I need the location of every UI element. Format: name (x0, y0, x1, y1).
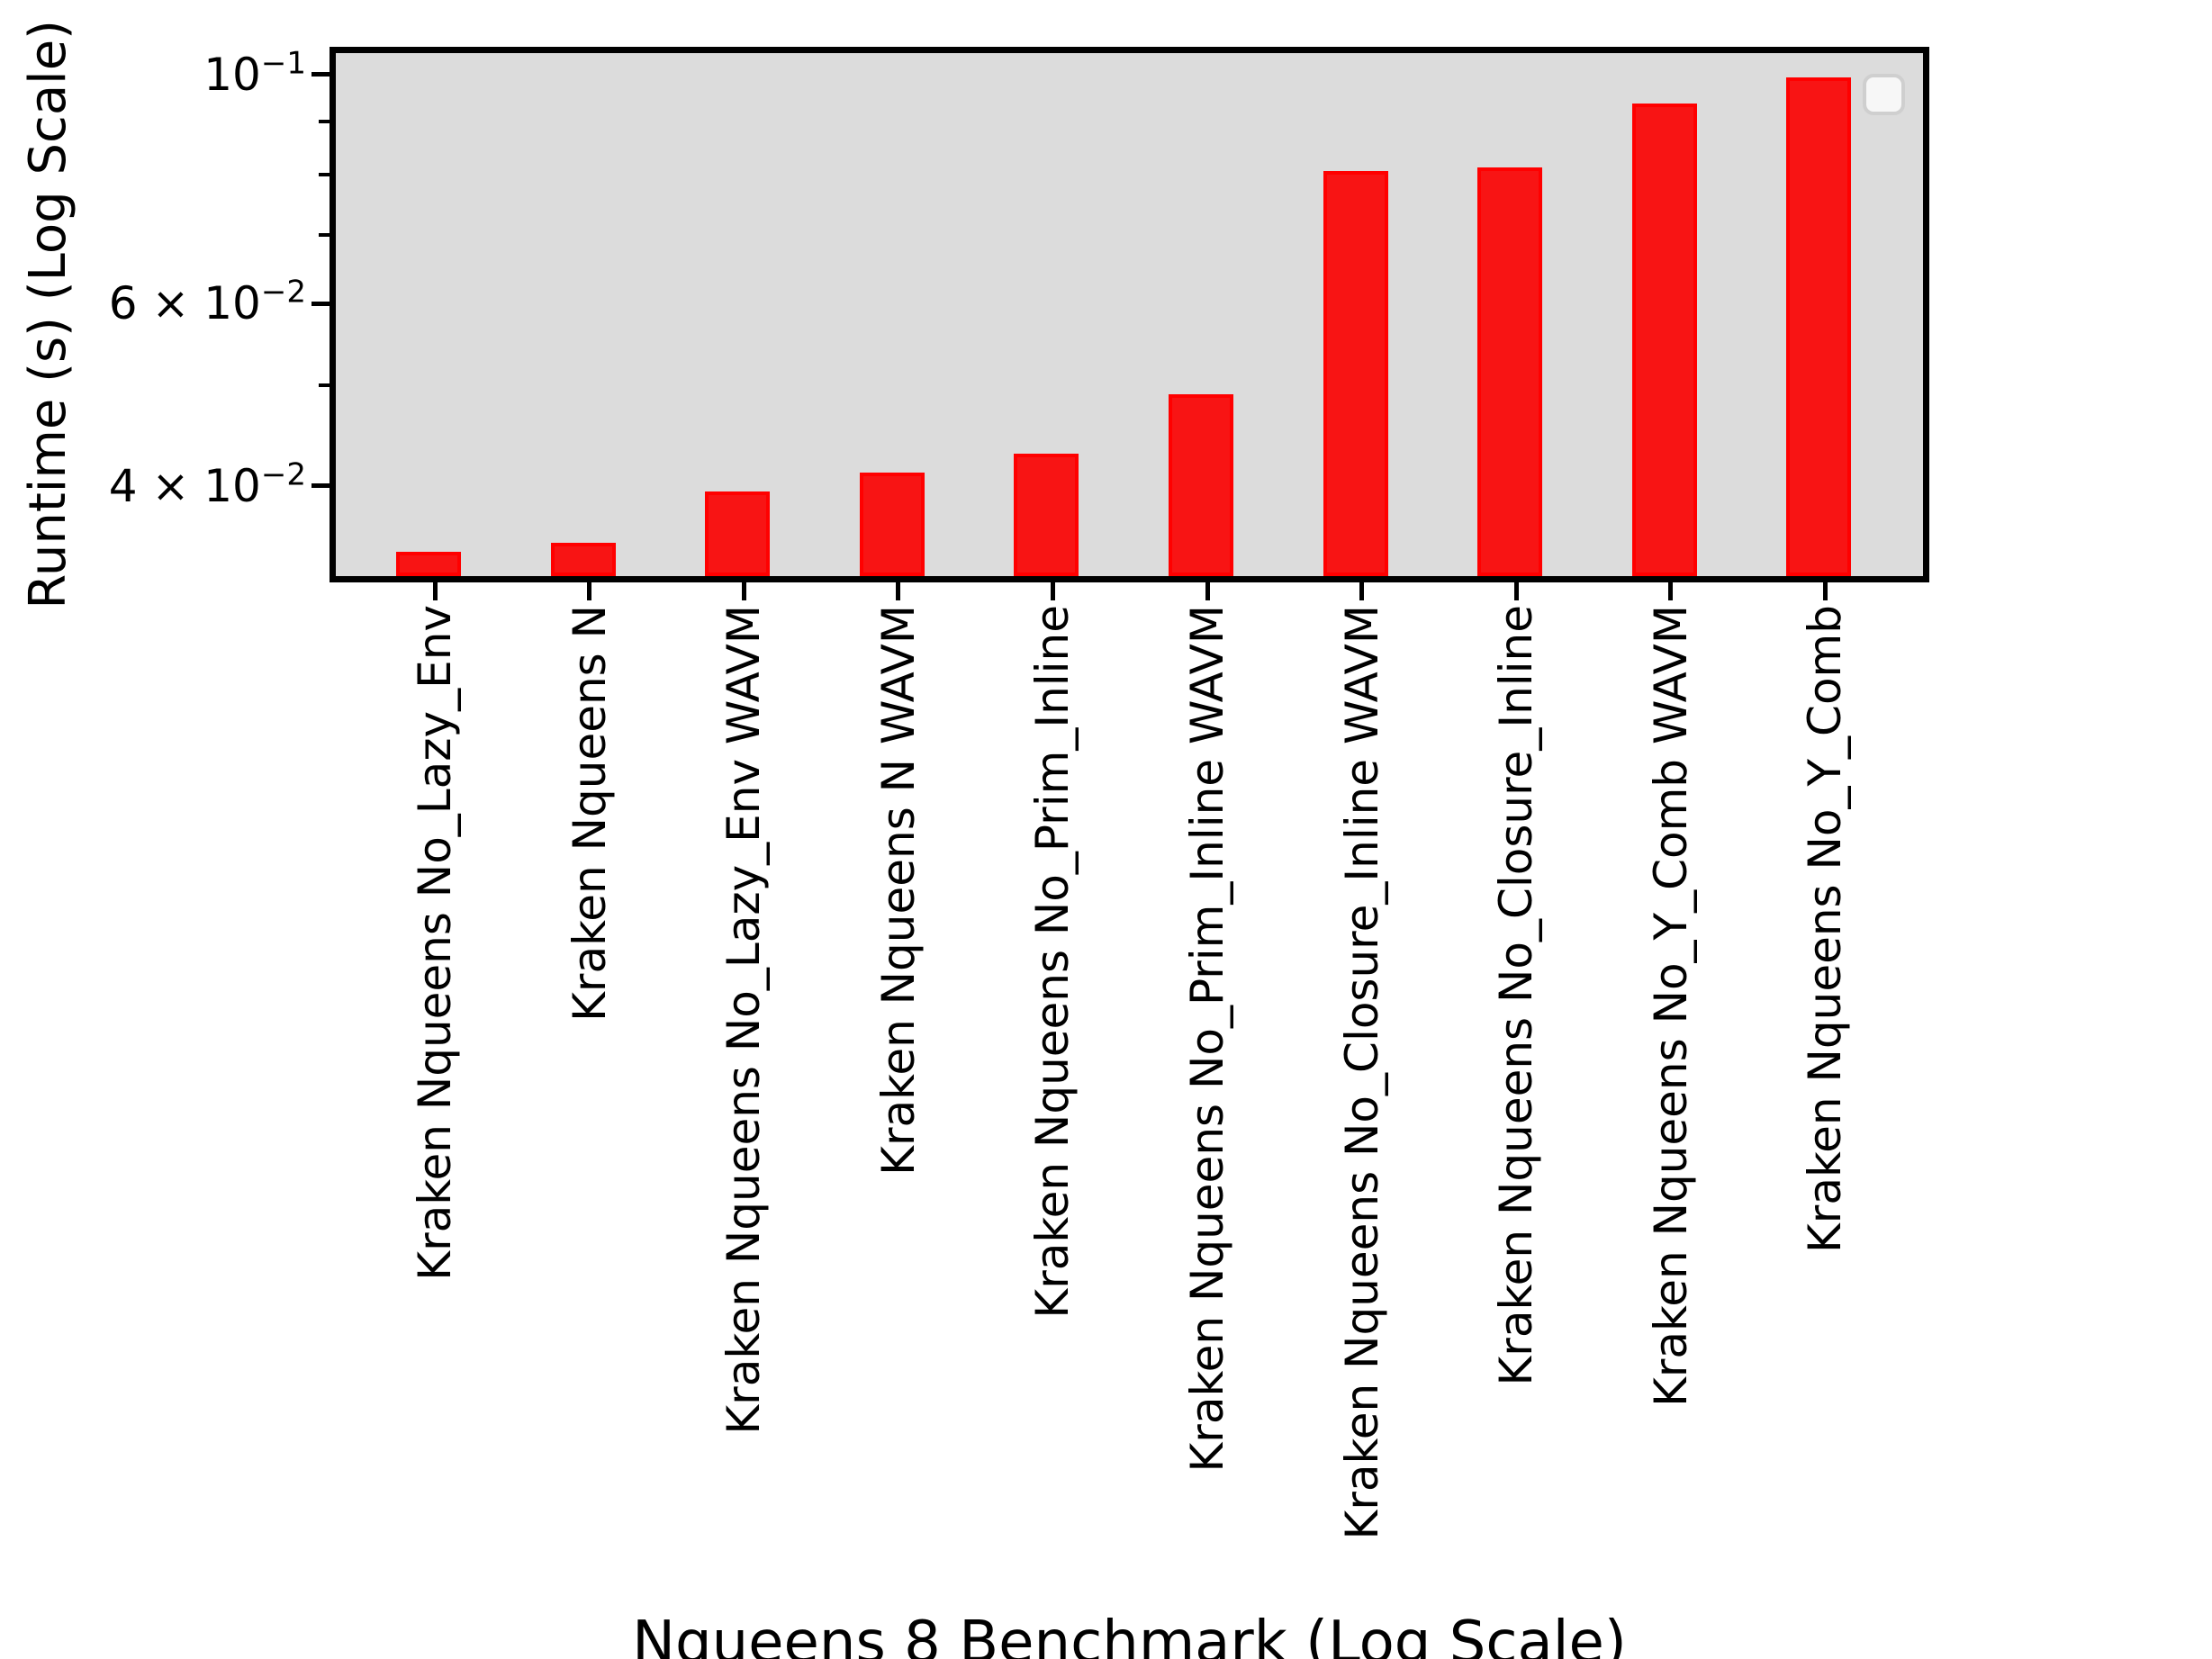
x-axis-title: Nqueens 8 Benchmark (Log Scale) (632, 1609, 1627, 1659)
x-tick (1050, 581, 1055, 600)
x-tick-label: Kraken Nqueens No_Lazy_Env WAVM (718, 605, 771, 1435)
bar-kraken-nqueens-no_lazy_env-wavm (705, 491, 771, 576)
y-tick-label: 4 × 10−2 (108, 455, 306, 512)
x-tick (1359, 581, 1365, 600)
x-tick (1513, 581, 1519, 600)
x-tick-label: Kraken Nqueens No_Lazy_Env (409, 605, 461, 1281)
bar-kraken-nqueens-no_closure_inline-wavm (1323, 171, 1388, 576)
y-minor-tick (319, 173, 331, 177)
y-tick-label: 10−1 (203, 45, 306, 101)
x-tick-label: Kraken Nqueens N WAVM (871, 605, 925, 1176)
x-tick-label: Kraken Nqueens No_Y_Comb (1799, 605, 1852, 1253)
x-tick (896, 581, 901, 600)
x-tick-label: Kraken Nqueens No_Closure_Inline (1490, 605, 1543, 1386)
bar-kraken-nqueens-no_lazy_env (396, 552, 461, 576)
x-tick-label: Kraken Nqueens No_Prim_Inline (1026, 605, 1079, 1319)
bar-kraken-nqueens-no_y_comb (1786, 77, 1852, 576)
y-minor-tick (319, 120, 331, 124)
x-tick-label: Kraken Nqueens No_Prim_Inline WAVM (1181, 605, 1233, 1473)
plot-area (330, 47, 1929, 582)
x-tick (1668, 581, 1674, 600)
y-minor-tick (319, 232, 331, 237)
bar-kraken-nqueens-no_prim_inline (1014, 454, 1079, 576)
bar-kraken-nqueens-no_y_comb-wavm (1631, 104, 1697, 576)
legend-box (1863, 74, 1905, 115)
x-tick-label: Kraken Nqueens No_Y_Comb WAVM (1644, 605, 1697, 1407)
x-tick-label: Kraken Nqueens N (563, 605, 616, 1022)
bar-kraken-nqueens-no_prim_inline-wavm (1169, 394, 1233, 576)
bar-kraken-nqueens-no_closure_inline (1477, 167, 1543, 576)
y-minor-tick (319, 383, 331, 388)
y-major-tick (311, 483, 331, 489)
y-major-tick (311, 72, 331, 77)
bar-kraken-nqueens-n-wavm (859, 473, 925, 576)
y-tick-label: 6 × 10−2 (108, 274, 306, 330)
x-tick (741, 581, 746, 600)
x-tick (432, 581, 438, 600)
bar-kraken-nqueens-n (550, 543, 616, 576)
y-major-tick (311, 301, 331, 306)
x-tick (587, 581, 592, 600)
x-tick (1205, 581, 1210, 600)
x-tick-label: Kraken Nqueens No_Closure_Inline WAVM (1335, 605, 1388, 1540)
x-tick (1822, 581, 1828, 600)
